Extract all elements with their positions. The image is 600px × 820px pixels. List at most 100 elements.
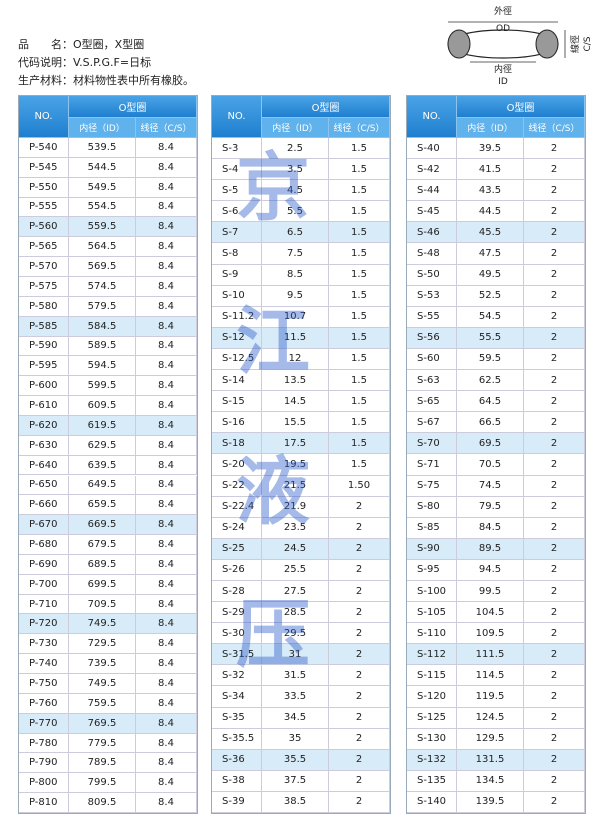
table-cell: 8.5 (262, 264, 329, 286)
table-cell: S-56 (407, 327, 457, 349)
table-cell: 789.5 (69, 753, 136, 774)
table-cell: P-650 (19, 475, 69, 496)
table-cell: 1.5 (329, 201, 390, 223)
table-cell: P-585 (19, 316, 69, 337)
header-cell: 线径（C/S） (524, 118, 585, 138)
table-cell: 8.4 (136, 177, 197, 198)
table-cell: 2 (524, 602, 585, 624)
id-label: 内徑 (494, 63, 512, 75)
table-cell: 8.4 (136, 614, 197, 635)
table-cell: P-620 (19, 415, 69, 436)
table-cell: S-29 (212, 602, 262, 624)
table-cell: 729.5 (69, 634, 136, 655)
table-cell: 2 (329, 749, 390, 771)
table-cell: 8.4 (136, 654, 197, 675)
table-cell: S-130 (407, 728, 457, 750)
table-cell: 8.4 (136, 793, 197, 813)
table-cell: P-760 (19, 693, 69, 714)
table-cell: 589.5 (69, 336, 136, 357)
table-cell: S-42 (407, 159, 457, 181)
table-cell: S-71 (407, 454, 457, 476)
table-cell: 564.5 (69, 237, 136, 258)
header-cell: 内径（ID） (457, 118, 524, 138)
header-cell: 内径（ID） (69, 118, 136, 138)
table-cell: 43.5 (457, 180, 524, 202)
table-cell: 2 (329, 602, 390, 624)
od-label: OD (496, 24, 510, 34)
table-cell: 89.5 (457, 538, 524, 560)
table-cell: S-8 (212, 243, 262, 265)
table-cell: 2 (524, 306, 585, 328)
table-cell: 54.5 (457, 306, 524, 328)
table-cell: 8.4 (136, 713, 197, 734)
watermark: 压 (236, 592, 310, 678)
table-cell: 79.5 (457, 496, 524, 518)
table-cell: P-540 (19, 138, 69, 158)
table: NO. O型圈 内径（ID） 线径（C/S） S-40 39.5 2 S-42 41.5 2 S-4… (406, 95, 586, 814)
table-cell: 66.5 (457, 412, 524, 434)
table-cell: 1.5 (329, 285, 390, 307)
table-cell: 14.5 (262, 391, 329, 413)
table-cell: 2 (524, 243, 585, 265)
table-cell: 8.4 (136, 415, 197, 436)
table-cell: 70.5 (457, 454, 524, 476)
table-cell: S-112 (407, 644, 457, 666)
header-cell: O型圈 (69, 96, 197, 118)
table-cell: P-680 (19, 535, 69, 555)
table-cell: 8.4 (136, 693, 197, 714)
table-cell: 8.4 (136, 316, 197, 337)
table-cell: 2 (524, 644, 585, 666)
header-cell: NO. (212, 96, 262, 138)
table-cell: 8.4 (136, 356, 197, 377)
table-cell: 779.5 (69, 733, 136, 754)
table-cell: 31 (262, 644, 329, 666)
table-cell: 109.5 (457, 623, 524, 645)
table-cell: S-140 (407, 791, 457, 813)
ring-diagram: 外徑 OD 線徑 C/S 内徑 ID (447, 5, 593, 87)
table-cell: 559.5 (69, 217, 136, 238)
table-cell: 2 (524, 475, 585, 497)
table-cell: S-115 (407, 665, 457, 687)
table-cell: 2 (524, 285, 585, 307)
table-cell: 1.5 (329, 412, 390, 434)
table-cell: 659.5 (69, 495, 136, 516)
table-cell: 649.5 (69, 475, 136, 496)
table-cell: 1.50 (329, 475, 390, 497)
table-cell: 2 (524, 496, 585, 518)
table-cell: S-5 (212, 180, 262, 202)
table-cell: 1.5 (329, 370, 390, 392)
table-cell: 2.5 (262, 138, 329, 160)
table-cell: 679.5 (69, 535, 136, 555)
table-cell: 549.5 (69, 177, 136, 198)
table-cell: S-14 (212, 370, 262, 392)
table-cell: 2 (524, 222, 585, 244)
od-label: 外徑 (494, 5, 512, 17)
table-cell: S-34 (212, 686, 262, 708)
table-cell: S-135 (407, 770, 457, 792)
header-cell: NO. (19, 96, 69, 138)
watermark: 京 (236, 145, 310, 231)
table-cell: S-85 (407, 517, 457, 539)
table-cell: 8.4 (136, 594, 197, 615)
table-cell: S-24 (212, 517, 262, 539)
table-cell: 1.5 (329, 327, 390, 349)
table-cell: 2 (524, 559, 585, 581)
table-cell: 1.5 (329, 348, 390, 371)
table-cell: 1.5 (329, 243, 390, 265)
table-cell: 104.5 (457, 602, 524, 624)
table-cell: 2 (329, 496, 390, 518)
table-cell: 669.5 (69, 515, 136, 536)
table-cell: P-570 (19, 257, 69, 277)
table-cell: 35.5 (262, 749, 329, 771)
table-cell: S-55 (407, 306, 457, 328)
table-cell: 2 (524, 749, 585, 771)
table-cell: 769.5 (69, 713, 136, 734)
table-cell: 1.5 (329, 306, 390, 328)
table-cell: S-16 (212, 412, 262, 434)
table-cell: S-18 (212, 433, 262, 455)
table-cell: 31.5 (262, 665, 329, 687)
table-cell: S-9 (212, 264, 262, 286)
table: NO. O型圈 内径（ID） 线径（C/S） P-540 539.5 8.4 P-545 544… (18, 95, 198, 814)
table-cell: 99.5 (457, 580, 524, 603)
